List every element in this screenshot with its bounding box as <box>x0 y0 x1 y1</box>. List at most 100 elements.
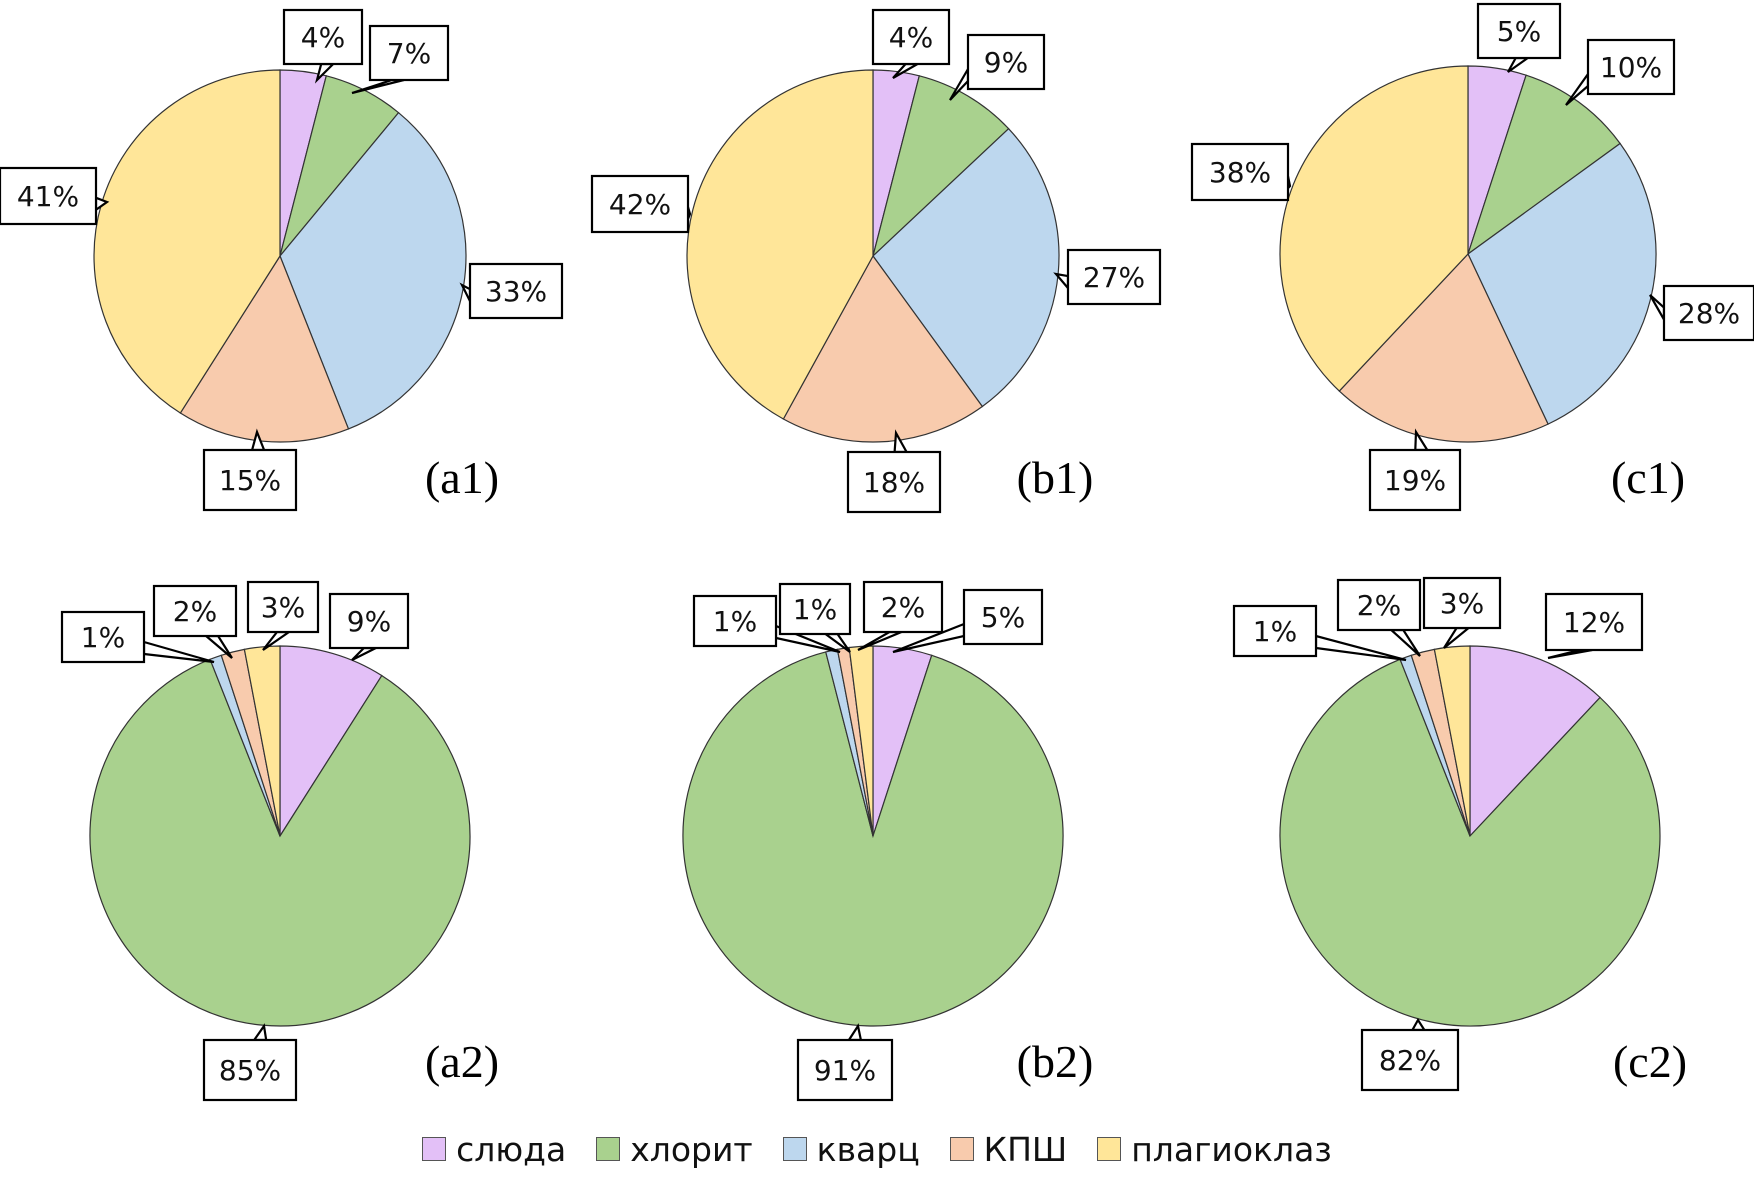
data-label-kfeldspar: 19% <box>1368 428 1462 512</box>
data-label-box <box>1422 576 1502 630</box>
data-label-text: 27% <box>1083 261 1145 294</box>
panel-label: (a1) <box>425 452 499 503</box>
data-label-box <box>468 262 564 320</box>
data-label-box <box>0 166 98 226</box>
data-label-box <box>1544 592 1644 652</box>
legend-swatch-chlorite <box>596 1137 621 1161</box>
data-label-pointer <box>1443 626 1472 649</box>
data-label-box <box>962 588 1044 646</box>
data-label-plagioclase: 42% <box>590 174 692 234</box>
legend-item-plagioclase: плагиоклаз <box>1097 1130 1332 1169</box>
data-label-pointer <box>1314 634 1407 662</box>
legend-item-quartz: кварц <box>782 1129 920 1169</box>
panel-label: (b2) <box>1017 1036 1094 1087</box>
panel-label: (b1) <box>1017 452 1094 503</box>
data-label-box <box>1232 604 1318 658</box>
pie-slice-plagioclase <box>1433 645 1471 837</box>
data-label-box <box>328 592 410 650</box>
data-label-box <box>202 1038 298 1102</box>
data-label-box <box>966 33 1046 91</box>
data-label-text: 15% <box>219 464 281 497</box>
data-label-box <box>778 582 852 636</box>
data-label-text: 2% <box>1357 589 1401 622</box>
pie-chart-2: 5% 10% 28% 19% 38% (c1) <box>1190 2 1754 512</box>
data-label-box <box>368 24 450 82</box>
pie-slice-chlorite <box>1466 74 1621 256</box>
data-label-text: 7% <box>387 37 431 70</box>
data-label-text: 1% <box>713 605 757 638</box>
data-label-kfeldspar: 2% <box>152 584 238 659</box>
pie-slice-plagioclase <box>1279 65 1469 392</box>
data-label-mica: 9% <box>328 592 410 661</box>
pie-slice-mica <box>1469 645 1601 838</box>
data-label-box <box>1360 1028 1460 1092</box>
data-label-text: 33% <box>485 275 547 308</box>
data-label-text: 9% <box>347 605 391 638</box>
legend-item-kfeldspar: КПШ <box>949 1129 1068 1169</box>
data-label-text: 5% <box>1497 15 1541 48</box>
legend-label-quartz: кварц <box>816 1129 920 1169</box>
data-label-text: 85% <box>219 1054 281 1087</box>
data-label-box <box>60 610 146 664</box>
data-label-pointer <box>252 1023 268 1042</box>
data-label-pointer <box>1547 648 1593 660</box>
data-label-box <box>1336 578 1422 632</box>
data-label-text: 4% <box>301 21 345 54</box>
data-label-box <box>1066 248 1162 306</box>
legend-swatch-quartz <box>782 1137 807 1161</box>
data-label-plagioclase: 38% <box>1190 142 1292 202</box>
data-label-chlorite: 9% <box>949 33 1046 101</box>
data-label-box <box>590 174 690 234</box>
legend-label-mica: слюда <box>456 1129 567 1169</box>
data-label-chlorite: 85% <box>202 1023 298 1102</box>
data-label-plagioclase: 41% <box>0 166 110 226</box>
data-label-text: 18% <box>863 466 925 499</box>
data-label-text: 19% <box>1384 464 1446 497</box>
data-label-pointer <box>1388 628 1421 657</box>
data-label-pointer <box>1649 294 1666 324</box>
data-label-pointer <box>846 1023 863 1042</box>
data-label-box <box>1368 448 1462 512</box>
data-label-pointer <box>459 282 472 302</box>
legend-swatch-plagioclase <box>1097 1137 1122 1161</box>
pie-chart-4: 5% 91% 1% 1% 2% (b2) <box>682 580 1094 1102</box>
data-label-text: 9% <box>984 46 1028 79</box>
data-label-pointer <box>203 634 233 659</box>
data-label-box <box>796 1038 894 1102</box>
legend-label-kfeldspar: КПШ <box>983 1129 1068 1169</box>
data-label-text: 1% <box>1253 615 1297 648</box>
data-label-text: 42% <box>609 188 671 221</box>
data-label-text: 4% <box>889 21 933 54</box>
data-label-kfeldspar: 18% <box>846 429 942 514</box>
data-label-box <box>152 584 238 638</box>
data-label-box <box>1190 142 1290 202</box>
pie-slice-chlorite <box>1279 658 1661 1027</box>
data-label-mica: 12% <box>1544 592 1644 660</box>
pie-slice-kfeldspar <box>179 254 350 443</box>
data-label-text: 1% <box>793 593 837 626</box>
panel-label: (c2) <box>1613 1036 1687 1087</box>
pie-slice-chlorite <box>89 658 471 1027</box>
data-label-text: 2% <box>173 595 217 628</box>
data-label-box <box>1586 38 1676 96</box>
panel-label: (c1) <box>1611 452 1685 503</box>
data-label-pointer <box>351 646 377 661</box>
data-label-quartz: 33% <box>459 262 564 320</box>
data-label-mica: 4% <box>282 8 364 84</box>
data-label-chlorite: 91% <box>796 1023 894 1102</box>
data-label-text: 3% <box>261 591 305 624</box>
pie-slice-kfeldspar <box>782 254 984 443</box>
pie-slice-chlorite <box>871 75 1010 258</box>
pie-chart-3: 9% 85% 1% 2% 3% (a2) <box>60 580 499 1102</box>
pie-slice-plagioclase <box>848 645 874 837</box>
pie-slice-plagioclase <box>243 645 281 837</box>
data-label-quartz: 27% <box>1053 248 1162 306</box>
data-label-chlorite: 7% <box>351 24 450 95</box>
pie-slice-mica <box>279 645 383 839</box>
legend-label-chlorite: хлорит <box>630 1129 753 1169</box>
data-label-text: 12% <box>1563 606 1625 639</box>
legend-swatch-kfeldspar <box>949 1137 974 1161</box>
data-label-text: 28% <box>1678 297 1740 330</box>
data-label-box <box>846 450 942 514</box>
